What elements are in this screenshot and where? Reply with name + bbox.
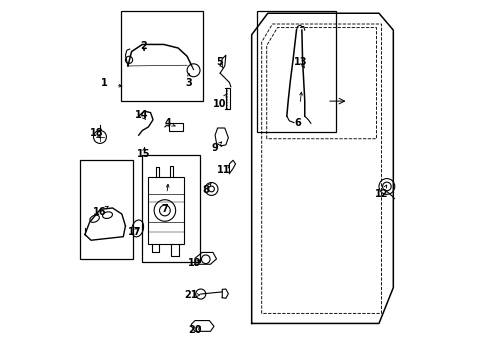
Text: 4: 4	[165, 118, 171, 128]
Text: 19: 19	[188, 258, 202, 268]
Bar	[148, 177, 183, 244]
Text: 10: 10	[213, 99, 226, 109]
Text: 17: 17	[128, 227, 142, 237]
Text: 11: 11	[217, 165, 230, 175]
Bar	[169, 123, 183, 131]
Bar	[225, 88, 230, 109]
Bar	[257, 12, 335, 132]
Bar	[142, 155, 199, 262]
Text: 7: 7	[161, 204, 168, 215]
Text: 14: 14	[134, 110, 148, 120]
Text: 18: 18	[90, 128, 103, 138]
Text: 13: 13	[294, 57, 307, 67]
Bar	[80, 160, 133, 259]
Text: 2: 2	[141, 41, 147, 50]
Text: 1: 1	[101, 78, 107, 88]
Text: 15: 15	[136, 149, 150, 159]
Text: 6: 6	[294, 118, 300, 128]
Text: 5: 5	[216, 57, 223, 67]
Text: 12: 12	[374, 189, 387, 199]
Text: 3: 3	[185, 78, 192, 88]
Text: 9: 9	[211, 143, 218, 153]
Bar	[121, 12, 203, 101]
Text: 16: 16	[92, 207, 106, 217]
Text: 8: 8	[202, 185, 209, 195]
Text: 21: 21	[184, 291, 198, 301]
Text: 20: 20	[188, 325, 202, 335]
